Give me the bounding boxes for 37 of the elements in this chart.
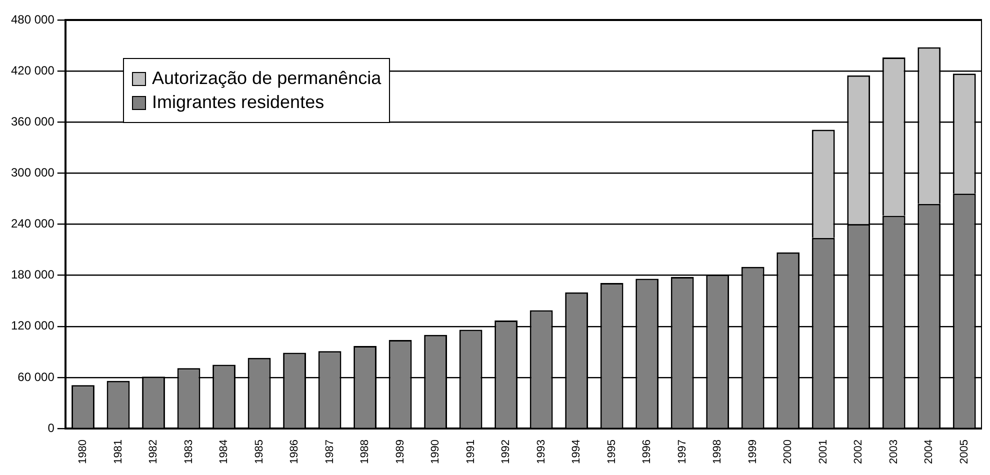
x-tick-label: 1995 xyxy=(606,440,618,464)
x-tick-label: 1983 xyxy=(182,440,195,464)
x-tick-label: 2005 xyxy=(958,440,970,464)
y-tick-label: 360 000 xyxy=(10,114,55,128)
y-tick-label: 60 000 xyxy=(18,370,55,384)
x-tick-label: 2001 xyxy=(817,440,830,464)
x-tick-label: 2004 xyxy=(923,440,936,464)
x-tick-label: 1984 xyxy=(218,440,230,464)
x-tick-label: 1980 xyxy=(77,440,90,464)
x-tick-label: 1989 xyxy=(394,440,406,464)
x-tick-label: 1999 xyxy=(746,440,759,464)
x-tick-label: 1987 xyxy=(324,440,336,464)
y-tick-label: 420 000 xyxy=(10,63,55,78)
x-tick-label: 2000 xyxy=(782,440,794,464)
x-tick-label: 1981 xyxy=(112,440,124,464)
x-tick-label: 1982 xyxy=(148,440,160,464)
x-tick-label: 1986 xyxy=(288,440,301,464)
x-tick-label: 1996 xyxy=(641,440,654,464)
x-tick-label: 1991 xyxy=(464,440,477,464)
x-tick-label: 1997 xyxy=(676,440,688,464)
legend-label: Autorização de permanência xyxy=(152,68,382,89)
y-tick-label: 0 xyxy=(48,420,55,435)
y-tick-label: 480 000 xyxy=(10,12,55,26)
x-tick-label: 2003 xyxy=(888,440,900,464)
y-tick-label: 180 000 xyxy=(10,268,55,282)
x-tick-label: 1990 xyxy=(430,440,442,464)
x-tick-label: 1993 xyxy=(535,440,548,464)
x-tick-label: 1994 xyxy=(570,440,583,464)
y-tick-label: 120 000 xyxy=(10,318,55,333)
legend-label: Imigrantes residentes xyxy=(152,92,324,113)
y-tick-label: 240 000 xyxy=(10,216,55,231)
y-tick-label: 300 000 xyxy=(10,166,55,180)
x-tick-label: 1988 xyxy=(359,440,372,464)
x-tick-label: 2002 xyxy=(852,440,865,464)
x-tick-label: 1998 xyxy=(712,440,724,464)
x-tick-label: 1992 xyxy=(500,440,512,464)
x-tick-label: 1985 xyxy=(253,440,266,464)
